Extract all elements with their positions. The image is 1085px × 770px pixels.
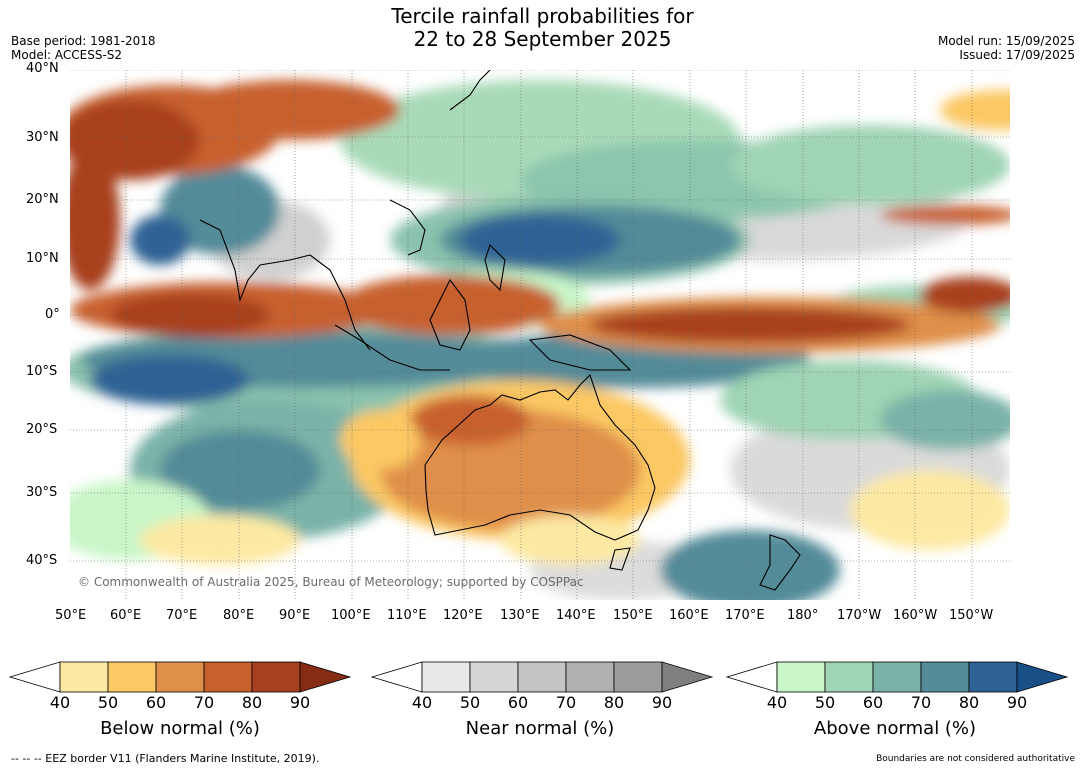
colorbar-min-triangle bbox=[370, 661, 423, 693]
colorbar-tick-label: 60 bbox=[862, 693, 884, 712]
colorbar-segment bbox=[968, 661, 1018, 693]
colorbar-tick-label: 50 bbox=[814, 693, 836, 712]
lat-label: 30°N bbox=[26, 130, 59, 145]
colorbar-near-normal bbox=[370, 661, 714, 693]
colorbar-tick-label: 70 bbox=[193, 693, 215, 712]
new-zealand-coast bbox=[759, 534, 801, 591]
lat-label: 10°N bbox=[26, 251, 59, 266]
colorbar-tick-label: 80 bbox=[241, 693, 263, 712]
colorbar-tick-label: 70 bbox=[910, 693, 932, 712]
colorbar-segment bbox=[59, 661, 109, 693]
japan-coast bbox=[449, 70, 491, 111]
india-coast bbox=[199, 219, 311, 303]
map-title-line1: Tercile rainfall probabilities for bbox=[391, 4, 694, 28]
colorbar-segment bbox=[613, 661, 663, 693]
graticule bbox=[70, 70, 1010, 600]
colorbar-segment bbox=[469, 661, 519, 693]
colorbar-min-triangle bbox=[725, 661, 778, 693]
china-coast bbox=[389, 199, 426, 256]
lat-label: 20°N bbox=[26, 192, 59, 207]
lat-label: 10°S bbox=[26, 364, 58, 379]
lat-label: 20°S bbox=[26, 422, 58, 437]
probability-field bbox=[70, 80, 1010, 600]
colorbar-max-triangle bbox=[299, 661, 352, 693]
lat-label: 40°S bbox=[26, 553, 58, 568]
colorbar-tick-label: 60 bbox=[145, 693, 167, 712]
base-period-text: Base period: 1981-2018 bbox=[11, 34, 156, 48]
coastlines bbox=[199, 70, 801, 591]
lat-label: 0° bbox=[45, 307, 60, 322]
lon-label: 70°E bbox=[166, 608, 198, 623]
colorbar-tick-label: 40 bbox=[49, 693, 71, 712]
australia-coast bbox=[424, 373, 656, 541]
above-normal-label: Above normal (%) bbox=[813, 718, 977, 739]
lon-label: 130°E bbox=[500, 608, 540, 623]
colorbar-tick-label: 50 bbox=[459, 693, 481, 712]
lon-label: 150°E bbox=[613, 608, 653, 623]
colorbar-above-normal bbox=[725, 661, 1069, 693]
colorbar-segment bbox=[203, 661, 253, 693]
lon-label: 140°E bbox=[556, 608, 596, 623]
colorbar-max-triangle bbox=[661, 661, 714, 693]
colorbar-segment bbox=[421, 661, 471, 693]
lat-label: 30°S bbox=[26, 485, 58, 500]
colorbar-max-triangle bbox=[1016, 661, 1069, 693]
colorbar-segment bbox=[251, 661, 301, 693]
probability-map: © Commonwealth of Australia 2025, Bureau… bbox=[70, 70, 1010, 600]
boundaries-disclaimer: Boundaries are not considered authoritat… bbox=[876, 754, 1075, 764]
below-normal-label: Below normal (%) bbox=[100, 718, 260, 739]
colorbar-tick-label: 60 bbox=[507, 693, 529, 712]
copyright-text: © Commonwealth of Australia 2025, Bureau… bbox=[78, 575, 584, 589]
lon-label: 170°W bbox=[837, 608, 882, 623]
colorbar-segment bbox=[107, 661, 157, 693]
lon-label: 80°E bbox=[223, 608, 255, 623]
lon-label: 170°E bbox=[725, 608, 765, 623]
colorbar-below-normal bbox=[8, 661, 352, 693]
colorbar-segment bbox=[872, 661, 922, 693]
tasmania-coast bbox=[609, 547, 631, 571]
lon-label: 180° bbox=[787, 608, 819, 623]
colorbar-segment bbox=[517, 661, 567, 693]
issued-text: Issued: 17/09/2025 bbox=[959, 48, 1075, 62]
colorbar-tick-label: 40 bbox=[766, 693, 788, 712]
borneo-coast bbox=[429, 278, 471, 351]
lon-label: 100°E bbox=[331, 608, 371, 623]
colorbar-tick-label: 50 bbox=[97, 693, 119, 712]
colorbar-tick-label: 90 bbox=[651, 693, 673, 712]
colorbar-tick-label: 90 bbox=[289, 693, 311, 712]
colorbars bbox=[8, 661, 1069, 693]
map-title-line2: 22 to 28 September 2025 bbox=[413, 27, 672, 51]
lon-label: 50°E bbox=[55, 608, 87, 623]
southeast-asia-coast bbox=[309, 254, 371, 351]
lon-label: 160°W bbox=[893, 608, 938, 623]
colorbar-segment bbox=[920, 661, 970, 693]
colorbar-segment bbox=[565, 661, 615, 693]
model-text: Model: ACCESS-S2 bbox=[11, 48, 123, 62]
colorbar-segment bbox=[824, 661, 874, 693]
new-guinea-coast bbox=[528, 334, 632, 371]
near-normal-label: Near normal (%) bbox=[465, 718, 615, 739]
lon-label: 150°W bbox=[949, 608, 994, 623]
colorbar-min-triangle bbox=[8, 661, 61, 693]
lon-label: 90°E bbox=[279, 608, 311, 623]
sumatra-java-coast bbox=[334, 324, 450, 371]
lon-label: 60°E bbox=[110, 608, 142, 623]
colorbar-segment bbox=[155, 661, 205, 693]
colorbar-tick-label: 70 bbox=[555, 693, 577, 712]
colorbar-tick-label: 80 bbox=[603, 693, 625, 712]
colorbar-tick-label: 40 bbox=[411, 693, 433, 712]
colorbar-tick-label: 80 bbox=[958, 693, 980, 712]
lat-label: 40°N bbox=[26, 61, 59, 76]
model-run-text: Model run: 15/09/2025 bbox=[937, 34, 1075, 48]
colorbar-segment bbox=[776, 661, 826, 693]
philippines-coast bbox=[484, 243, 506, 292]
eez-note: -- -- -- EEZ border V11 (Flanders Marine… bbox=[11, 752, 320, 765]
colorbar-tick-label: 90 bbox=[1006, 693, 1028, 712]
lon-label: 160°E bbox=[669, 608, 709, 623]
lon-label: 120°E bbox=[443, 608, 483, 623]
lon-label: 110°E bbox=[387, 608, 427, 623]
